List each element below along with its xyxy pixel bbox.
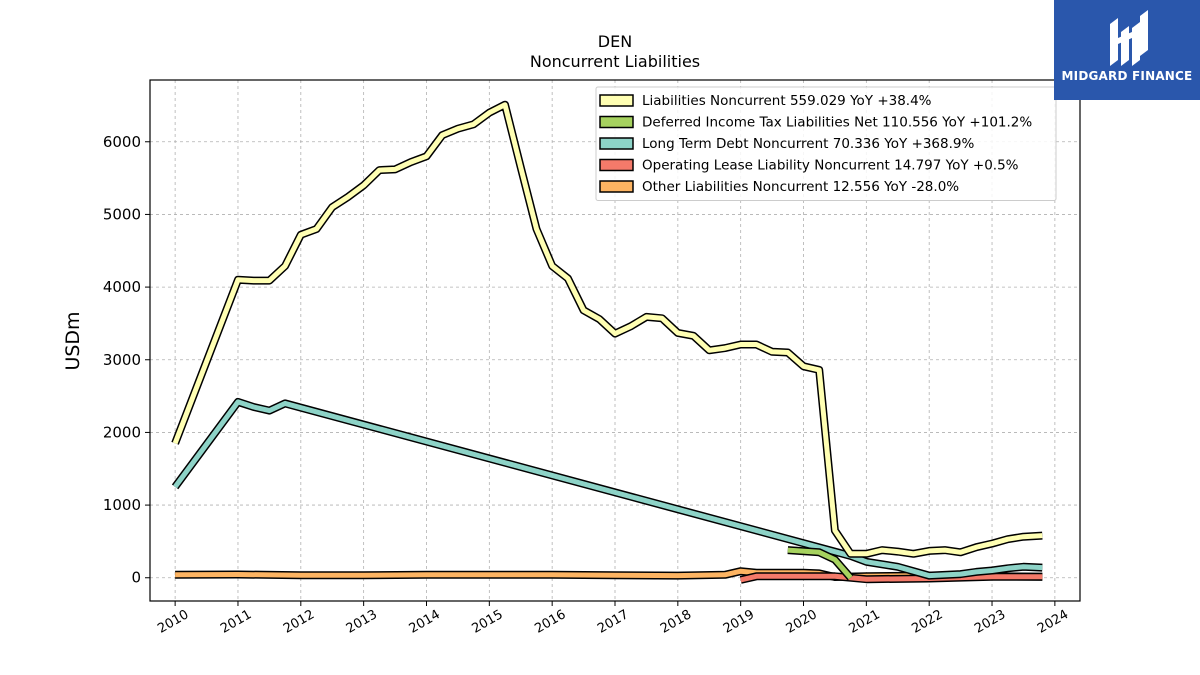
x-tick-label: 2022	[909, 607, 945, 637]
legend-label: Liabilities Noncurrent 559.029 YoY +38.4…	[642, 93, 932, 109]
y-axis: 0 1000 2000 3000 4000 5000 6000	[103, 133, 150, 587]
legend-item: Deferred Income Tax Liabilities Net 110.…	[599, 115, 1032, 131]
y-tick-label: 2000	[103, 423, 141, 441]
brand-logo: MIDGARD FINANCE	[1054, 0, 1200, 100]
legend-label: Other Liabilities Noncurrent 12.556 YoY …	[642, 179, 959, 195]
legend-item: Operating Lease Liability Noncurrent 14.…	[599, 158, 1019, 174]
x-axis: 2010 2011 2012 2013 2014 2015 2016 2017 2018 2019…	[155, 601, 1071, 637]
series-line	[787, 546, 854, 581]
legend-item: Liabilities Noncurrent 559.029 YoY +38.4…	[599, 93, 932, 109]
y-tick-label: 6000	[103, 133, 141, 151]
x-tick-label: 2014	[407, 607, 443, 637]
legend-swatch	[599, 137, 634, 150]
x-tick-label: 2013	[344, 607, 380, 637]
x-tick-label: 2024	[1035, 607, 1071, 637]
x-tick-label: 2011	[218, 607, 254, 637]
y-tick-label: 0	[131, 569, 141, 587]
x-tick-label: 2018	[658, 607, 694, 637]
x-tick-label: 2019	[721, 607, 757, 637]
series-line	[171, 397, 1043, 580]
legend-swatch	[599, 180, 634, 193]
x-tick-label: 2023	[972, 607, 1008, 637]
series-line	[171, 100, 1043, 558]
y-tick-label: 3000	[103, 351, 141, 369]
series-stroke	[173, 399, 1043, 579]
series-stroke	[740, 573, 1043, 583]
legend: Liabilities Noncurrent 559.029 YoY +38.4…	[595, 86, 1057, 201]
brand-name: MIDGARD FINANCE	[1061, 69, 1193, 83]
legend-swatch	[599, 94, 634, 107]
series-stroke	[172, 102, 1043, 557]
y-tick-label: 4000	[103, 278, 141, 296]
series-layer	[171, 100, 1043, 584]
chart-subtitle: Noncurrent Liabilities	[530, 52, 700, 71]
x-tick-label: 2010	[155, 607, 191, 637]
y-axis-label: USDm	[62, 311, 84, 370]
x-tick-label: 2020	[784, 607, 820, 637]
x-tick-label: 2016	[532, 607, 568, 637]
legend-label: Long Term Debt Noncurrent 70.336 YoY +36…	[642, 136, 974, 152]
x-tick-label: 2017	[595, 607, 631, 637]
chart-title: DEN	[598, 32, 632, 51]
y-tick-label: 1000	[103, 496, 141, 514]
legend-label: Deferred Income Tax Liabilities Net 110.…	[642, 115, 1032, 131]
x-tick-label: 2015	[469, 607, 505, 637]
legend-label: Operating Lease Liability Noncurrent 14.…	[642, 158, 1019, 174]
x-tick-label: 2012	[281, 607, 317, 637]
legend-swatch	[599, 115, 634, 129]
series-line	[739, 572, 1043, 584]
legend-box	[595, 86, 1057, 201]
legend-swatch	[599, 158, 634, 172]
midgard-logo-icon	[1110, 10, 1148, 66]
y-tick-label: 5000	[103, 205, 141, 223]
series-stroke	[787, 547, 853, 580]
legend-item: Long Term Debt Noncurrent 70.336 YoY +36…	[599, 136, 974, 152]
legend-item: Other Liabilities Noncurrent 12.556 YoY …	[599, 179, 959, 195]
x-tick-label: 2021	[847, 607, 883, 637]
